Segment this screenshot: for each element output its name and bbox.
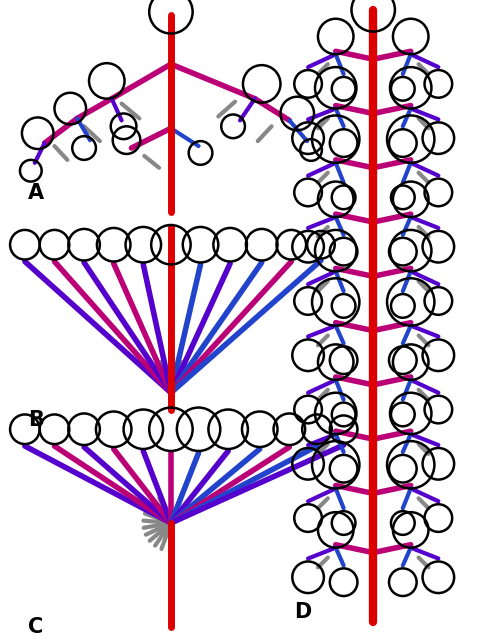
Text: B: B xyxy=(28,410,44,429)
Text: A: A xyxy=(28,182,44,202)
Text: D: D xyxy=(294,602,312,622)
Text: C: C xyxy=(28,617,43,637)
